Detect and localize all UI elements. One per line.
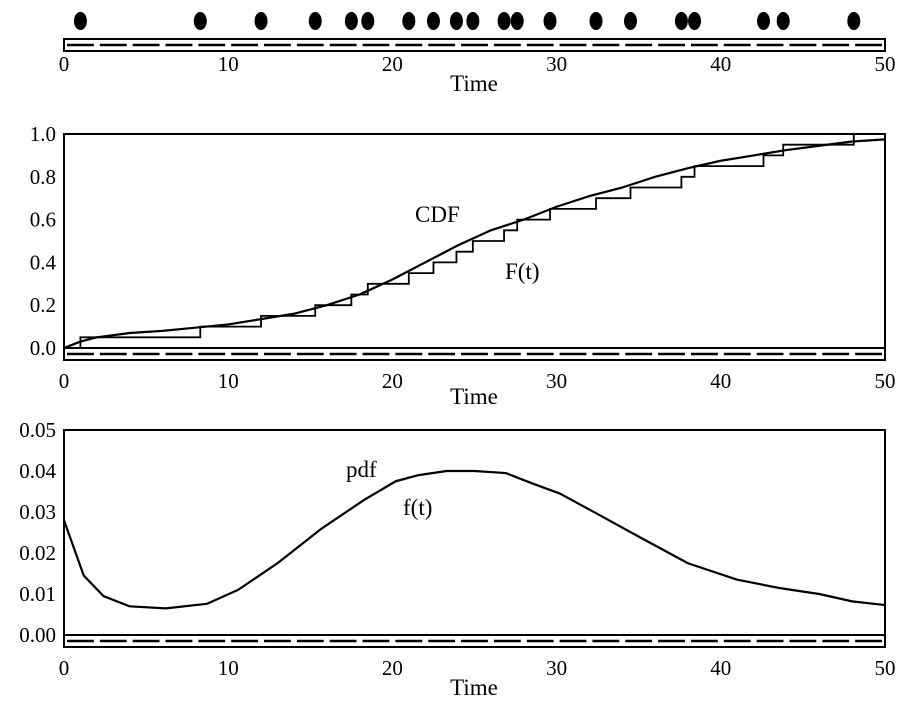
event-marker [688, 12, 702, 30]
event-marker [776, 12, 790, 30]
events-x-tick-label: 10 [218, 52, 239, 76]
cdf-y-tick-label: 0.8 [30, 165, 56, 189]
events-markers [73, 12, 861, 30]
pdf-y-tick-label: 0.03 [19, 500, 56, 524]
event-marker [449, 12, 463, 30]
cdf-x-tick-label: 30 [546, 369, 567, 393]
pdf-x-tick-label: 0 [59, 656, 70, 680]
event-marker [847, 12, 861, 30]
events-x-axis-title: Time [450, 71, 498, 96]
pdf-x-tick-label: 10 [218, 656, 239, 680]
event-marker [254, 12, 268, 30]
event-marker [510, 12, 524, 30]
cdf-x-tick-label: 20 [382, 369, 403, 393]
pdf-function-label: f(t) [403, 495, 432, 520]
pdf-curve-line [62, 469, 886, 610]
cdf-curve-line [63, 138, 886, 350]
pdf-y-tick-label: 0.01 [19, 582, 56, 606]
pdf-y-axis: 0.00 0.01 0.02 0.03 0.04 0.05 [19, 418, 56, 647]
event-marker [466, 12, 480, 30]
cdf-x-tick-label: 0 [59, 369, 70, 393]
event-marker [543, 12, 557, 30]
events-x-tick-label: 50 [875, 52, 896, 76]
cdf-y-tick-label: 0.0 [30, 336, 56, 360]
event-marker [402, 12, 416, 30]
events-axis-band [63, 38, 886, 52]
pdf-plot-frame [63, 429, 886, 636]
event-marker [756, 12, 770, 30]
pdf-x-axis-title: Time [450, 675, 498, 700]
cdf-function-label: F(t) [505, 259, 540, 284]
event-marker [361, 12, 375, 30]
cdf-y-tick-label: 1.0 [30, 122, 56, 146]
pdf-y-tick-label: 0.04 [19, 459, 56, 483]
pdf-annotation-label: pdf [346, 457, 377, 482]
cdf-x-tick-label: 50 [875, 369, 896, 393]
events-x-tick-label: 0 [59, 52, 70, 76]
pdf-y-tick-label: 0.00 [19, 623, 56, 647]
events-x-axis: 0 10 20 30 40 50 Time [59, 52, 896, 96]
event-marker [623, 12, 637, 30]
pdf-x-axis: 0 10 20 30 40 50 Time [59, 656, 896, 700]
events-x-tick-label: 20 [382, 52, 403, 76]
cdf-empirical-step-line [64, 133, 885, 349]
events-x-tick-label: 40 [710, 52, 731, 76]
cdf-y-axis: 0.0 0.2 0.4 0.6 0.8 1.0 [30, 122, 57, 360]
pdf-x-tick-label: 50 [875, 656, 896, 680]
cdf-annotation-label: CDF [415, 202, 460, 227]
pdf-x-tick-label: 40 [710, 656, 731, 680]
pdf-x-tick-label: 20 [382, 656, 403, 680]
pdf-axis-band [63, 634, 886, 648]
event-marker [73, 12, 87, 30]
events-x-tick-label: 30 [546, 52, 567, 76]
pdf-x-tick-label: 30 [546, 656, 567, 680]
event-marker [674, 12, 688, 30]
event-marker [308, 12, 322, 30]
event-marker [426, 12, 440, 30]
cdf-y-tick-label: 0.6 [30, 208, 56, 232]
cdf-x-axis-title: Time [450, 384, 498, 409]
cdf-x-tick-label: 40 [710, 369, 731, 393]
cdf-y-tick-label: 0.2 [30, 293, 56, 317]
cdf-x-tick-label: 10 [218, 369, 239, 393]
cdf-axis-band [63, 347, 886, 361]
cdf-x-axis: 0 10 20 30 40 50 Time [59, 369, 896, 409]
pdf-y-tick-label: 0.02 [19, 541, 56, 565]
pdf-y-tick-label: 0.05 [19, 418, 56, 442]
event-marker [344, 12, 358, 30]
event-marker [193, 12, 207, 30]
event-marker [589, 12, 603, 30]
cdf-y-tick-label: 0.4 [30, 250, 57, 274]
event-marker [497, 12, 511, 30]
